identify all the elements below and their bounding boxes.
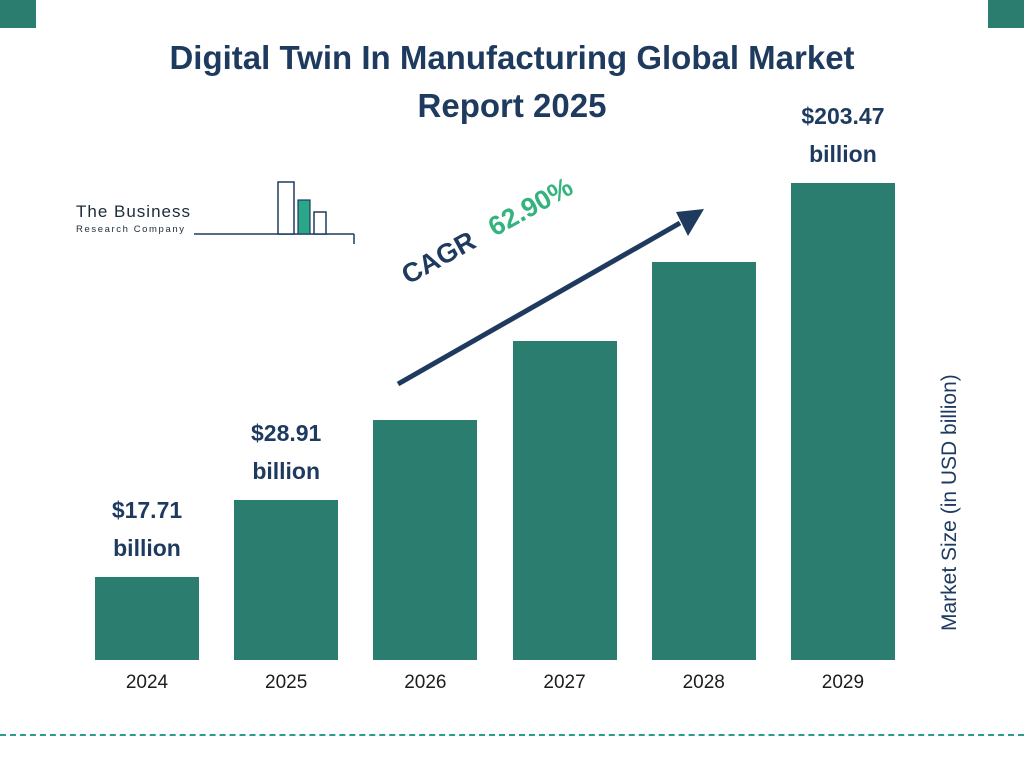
x-axis-label-2024: 2024 bbox=[125, 671, 169, 693]
x-axis-label-2027: 2027 bbox=[543, 671, 586, 693]
corner-decoration-top-right bbox=[988, 0, 1024, 28]
bar-chart-logo-icon bbox=[194, 181, 355, 244]
bar-value-label-2029: $203.47 billion bbox=[801, 103, 885, 167]
page-title: Digital Twin In Manufacturing Global Mar… bbox=[0, 34, 1024, 130]
company-logo: The Business Research Company bbox=[76, 181, 355, 256]
bar-2024 bbox=[95, 577, 199, 660]
x-axis-label-2029: 2029 bbox=[821, 671, 865, 693]
bar-2027 bbox=[512, 341, 617, 660]
bar-value-label-2024: $17.71 billion bbox=[111, 497, 183, 561]
x-axis-label-2026: 2026 bbox=[404, 671, 447, 693]
logo-name: The Business bbox=[76, 202, 191, 221]
bar-2026 bbox=[373, 420, 478, 660]
bar-2029 bbox=[790, 183, 895, 660]
chart-bars: $17.71 billion 2024 $28.91 billion 2025 2026 20… bbox=[95, 0, 895, 705]
bar-2025 bbox=[234, 500, 339, 660]
bar-group-2025: $28.91 billion 2025 bbox=[234, 0, 339, 705]
bar-group-2027: 2027 bbox=[512, 0, 617, 705]
x-axis-label-2028: 2028 bbox=[682, 671, 725, 693]
page-title-line1: Digital Twin In Manufacturing Global Mar… bbox=[169, 39, 855, 76]
bar-group-2029: $203.47 billion 2029 bbox=[790, 0, 895, 705]
bar-group-2024: $17.71 billion 2024 bbox=[95, 0, 199, 705]
bottom-dashed-divider bbox=[0, 734, 1024, 736]
bar-2028 bbox=[651, 262, 756, 660]
logo-subname: Research Company bbox=[76, 224, 186, 235]
company-logo-text: The Business Research Company bbox=[76, 202, 191, 235]
bar-value-label-2025: $28.91 billion bbox=[251, 420, 322, 484]
page-title-line2: Report 2025 bbox=[417, 87, 607, 124]
bar-group-2028: 2028 bbox=[651, 0, 756, 705]
x-axis-label-2025: 2025 bbox=[265, 671, 308, 693]
y-axis-label: Market Size (in USD billion) bbox=[938, 374, 961, 631]
bar-group-2026: 2026 bbox=[373, 0, 478, 705]
corner-decoration-top-left bbox=[0, 0, 36, 28]
